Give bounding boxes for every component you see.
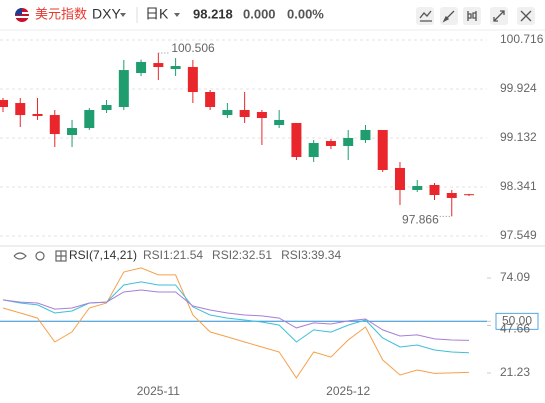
candle-body [412, 186, 423, 190]
toolbar-button[interactable] [416, 7, 434, 25]
y-tick-label: 21.23 [500, 365, 530, 379]
candle-body [187, 67, 198, 93]
candle-body [49, 115, 60, 135]
price: 98.218 [193, 6, 233, 21]
candle-body [0, 99, 8, 107]
candle-body [377, 130, 388, 170]
draw-icon [442, 10, 455, 23]
candle-body [136, 61, 147, 74]
instrument-name[interactable]: 美元指数 [35, 6, 87, 21]
period[interactable]: 日K [145, 6, 169, 22]
y-tick-label: 47.66 [500, 322, 530, 336]
rsi-tools [13, 250, 67, 262]
indicator-title: RSI(7,14,21) [69, 248, 137, 262]
symbol[interactable]: DXY [92, 6, 121, 22]
y-tick-label: 97.549 [500, 228, 537, 242]
candle-body [222, 110, 233, 116]
expand-icon [493, 10, 505, 22]
candle-body [67, 128, 78, 136]
candle-body [429, 184, 440, 195]
candle-body [308, 143, 319, 157]
candle-body [205, 92, 216, 107]
y-tick-label: 50.00 [502, 313, 532, 327]
y-tick-label: 100.716 [500, 32, 544, 46]
flag-stripe [15, 16, 29, 18]
close-icon [520, 10, 532, 22]
x-tick-label: 2025-11 [137, 384, 180, 398]
legend-entry: RSI3:39.34 [281, 248, 341, 262]
candle-body [291, 123, 302, 157]
candle-body [15, 103, 26, 116]
low-annotation: 97.866 [402, 213, 439, 227]
dropdown-arrow[interactable] [174, 13, 180, 17]
y-tick-box [495, 312, 539, 330]
flag-canton [15, 8, 22, 15]
y-tick-label: 99.132 [500, 130, 537, 144]
y-tick-label: 74.09 [500, 270, 530, 284]
candle-body [32, 113, 43, 117]
y-tick-label: 98.341 [500, 179, 537, 193]
change: 0.000 [243, 6, 276, 21]
grid-icon-lines [56, 251, 66, 261]
candle-body [118, 70, 129, 107]
rsi-line [2, 267, 470, 379]
candle-body [256, 112, 267, 119]
legend: RSI1:21.54 RSI2:32.51 RSI3:39.34 [143, 248, 341, 262]
candle-body [464, 194, 475, 196]
eye-icon[interactable] [13, 252, 27, 260]
indicator-icon [419, 10, 432, 22]
legend-entry: RSI2:32.51 [212, 248, 272, 262]
legend-entry: RSI1:21.54 [143, 248, 203, 262]
candle-icon [467, 11, 477, 21]
flag-icon[interactable] [15, 8, 29, 22]
y-tick-label: 99.924 [500, 81, 537, 95]
dropdown-arrow[interactable] [120, 13, 126, 17]
candle-body [239, 110, 250, 118]
high-annotation: 100.506 [171, 41, 215, 55]
candle-body [170, 66, 181, 69]
rsi-line [2, 281, 470, 354]
candle-body [274, 119, 285, 125]
toolbar-button[interactable] [463, 7, 481, 25]
settings-icon[interactable] [35, 251, 45, 261]
change-percent: 0.00% [287, 6, 324, 21]
candle-body [394, 168, 405, 190]
candle-body [84, 110, 95, 129]
candle-body [446, 193, 457, 198]
rsi-line [2, 289, 470, 341]
toolbar [416, 7, 535, 25]
candle-body [153, 63, 164, 68]
candle-body [343, 137, 354, 146]
candle-body [360, 130, 371, 141]
x-tick-label: 2025-12 [326, 384, 370, 398]
candle-body [325, 141, 336, 146]
candle-body [101, 105, 112, 111]
